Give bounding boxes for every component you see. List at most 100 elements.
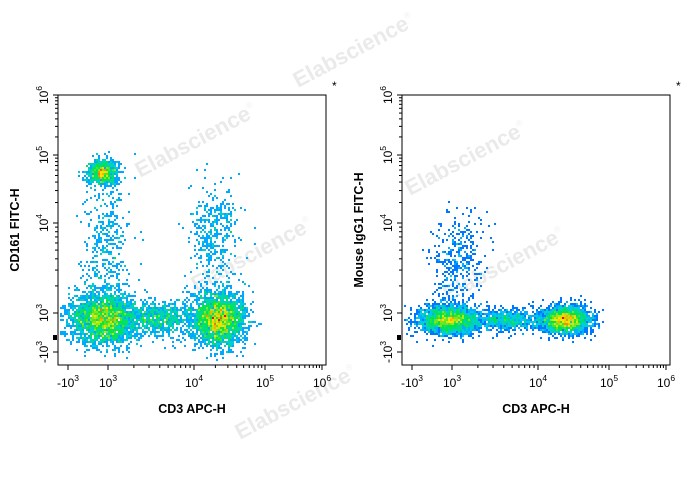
event-dot (114, 161, 116, 163)
event-dot (208, 307, 210, 309)
event-dot (172, 309, 174, 311)
event-dot (446, 301, 448, 303)
event-dot (470, 257, 472, 259)
event-dot (84, 341, 86, 343)
event-dot (562, 331, 564, 333)
event-dot (230, 319, 232, 321)
event-dot (92, 333, 94, 335)
event-dot (154, 331, 156, 333)
event-dot (98, 321, 100, 323)
event-dot (128, 273, 130, 275)
event-dot (474, 317, 476, 319)
event-dot (80, 303, 82, 305)
event-dot (574, 299, 576, 301)
event-dot (458, 233, 460, 235)
event-dot (564, 309, 566, 311)
event-dot (454, 255, 456, 257)
event-dot (476, 313, 478, 315)
event-dot (176, 311, 178, 313)
event-dot (226, 301, 228, 303)
event-dot (108, 323, 110, 325)
event-dot (122, 321, 124, 323)
event-dot (210, 337, 212, 339)
event-dot (136, 311, 138, 313)
event-dot (100, 335, 102, 337)
event-dot (218, 273, 220, 275)
event-dot (124, 177, 126, 179)
event-dot (556, 317, 558, 319)
event-dot (224, 287, 226, 289)
event-dot (210, 297, 212, 299)
event-dot (148, 335, 150, 337)
event-dot (60, 307, 62, 309)
event-dot (448, 261, 450, 263)
event-dot (144, 303, 146, 305)
event-dot (96, 265, 98, 267)
event-dot (494, 311, 496, 313)
event-dot (92, 163, 94, 165)
event-dot (478, 323, 480, 325)
event-dot (118, 335, 120, 337)
event-dot (206, 291, 208, 293)
event-dot (550, 311, 552, 313)
event-dot (202, 265, 204, 267)
event-dot (114, 169, 116, 171)
event-dot (592, 331, 594, 333)
event-dot (574, 309, 576, 311)
event-dot (118, 269, 120, 271)
event-dot (112, 187, 114, 189)
event-dot (178, 319, 180, 321)
event-dot (124, 317, 126, 319)
event-dot (490, 321, 492, 323)
event-dot (164, 309, 166, 311)
event-dot (408, 327, 410, 329)
event-dot (454, 321, 456, 323)
event-dot (104, 337, 106, 339)
event-dot (172, 331, 174, 333)
event-dot (420, 317, 422, 319)
event-dot (508, 325, 510, 327)
event-dot (532, 305, 534, 307)
event-dot (178, 315, 180, 317)
event-dot (104, 153, 106, 155)
event-dot (126, 349, 128, 351)
event-dot (142, 325, 144, 327)
event-dot (436, 315, 438, 317)
event-dot (124, 315, 126, 317)
x-tick-label: 106 (313, 373, 331, 390)
event-dot (434, 321, 436, 323)
event-dot (428, 319, 430, 321)
event-dot (428, 321, 430, 323)
event-dot (234, 221, 236, 223)
event-dot (86, 243, 88, 245)
event-dot (536, 327, 538, 329)
event-dot (126, 225, 128, 227)
event-dot (118, 307, 120, 309)
event-dot (242, 311, 244, 313)
event-dot (576, 303, 578, 305)
event-dot (568, 331, 570, 333)
event-dot (432, 305, 434, 307)
event-dot (200, 297, 202, 299)
event-dot (102, 319, 104, 321)
event-dot (550, 321, 552, 323)
event-dot (426, 299, 428, 301)
event-dot (80, 327, 82, 329)
event-dot (68, 313, 70, 315)
event-dot (468, 299, 470, 301)
event-dot (234, 323, 236, 325)
event-dot (476, 327, 478, 329)
event-dot (90, 339, 92, 341)
event-dot (550, 331, 552, 333)
event-dot (454, 227, 456, 229)
event-dot (200, 261, 202, 263)
event-dot (484, 309, 486, 311)
event-dot (454, 261, 456, 263)
event-dot (132, 305, 134, 307)
event-dot (242, 327, 244, 329)
event-dot (100, 173, 102, 175)
event-dot (454, 311, 456, 313)
event-dot (142, 317, 144, 319)
event-dot (94, 293, 96, 295)
event-dot (156, 317, 158, 319)
